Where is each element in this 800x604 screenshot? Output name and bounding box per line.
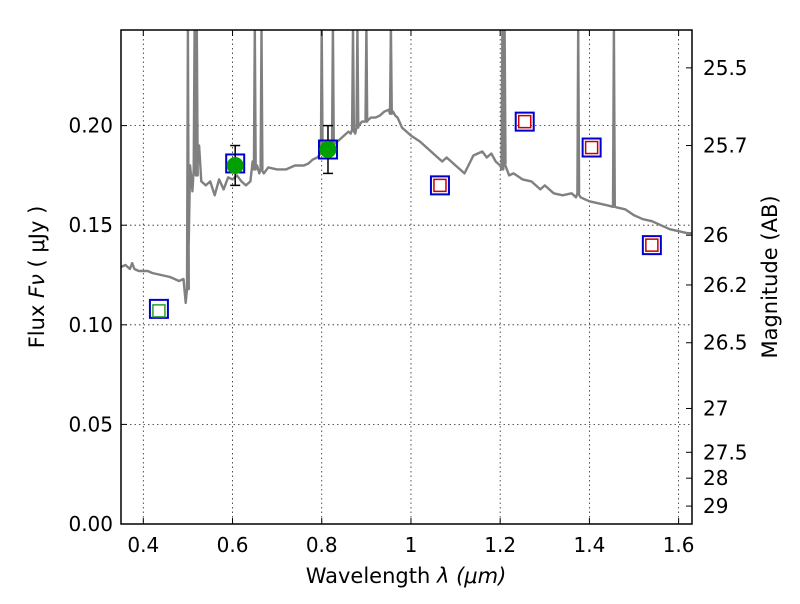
upper-limit-marker [645,238,659,252]
y-tick-label: 0.05 [68,412,113,436]
y-tick-label: 0.10 [68,313,113,337]
mag-tick-label: 26 [703,223,728,247]
y-tick-label: 0.15 [68,213,113,237]
mag-tick-label: 28 [703,466,728,490]
detection-point [319,141,337,159]
y-tick-label: 0.20 [68,114,113,138]
model-flux-box [429,175,450,196]
upper-limit-marker [152,304,166,318]
mag-tick-label: 25.5 [703,56,748,80]
detection-point [226,156,244,174]
x-tick-label: 1.2 [484,533,516,557]
grid-lines [121,30,692,525]
x-tick-label: 1.6 [663,533,695,557]
spectrum-line [121,30,692,305]
upper-limit-marker [517,114,532,129]
mag-tick-label: 26.2 [703,273,748,297]
y2-axis-title: Magnitude (AB) [758,195,782,358]
x-tick-label: 0.6 [217,533,249,557]
x-tick-label: 1.4 [573,533,605,557]
mag-tick-label: 29 [703,494,728,518]
upper-limit-marker [584,140,599,155]
y-tick-label: 0.00 [68,512,113,536]
model-flux-box [514,111,535,132]
model-spectrum [121,30,692,305]
x-tick-label: 1 [405,533,418,557]
model-flux-box [148,298,169,319]
photometry-points [148,111,662,319]
plot-frame [120,29,693,525]
mag-tick-label: 26.5 [703,331,748,355]
x-tick-label: 0.8 [306,533,338,557]
axis-ticks: 0.4 0.6 0.8 1 1.2 1.4 1.6 0.00 0.05 0.10 0.15 0.20 2… [68,30,748,557]
mag-tick-label: 27.5 [703,440,748,464]
mag-tick-label: 25.7 [703,134,748,158]
x-axis-title: Wavelength λ (μm) [306,564,507,588]
mag-tick-label: 27 [703,396,728,420]
y-axis-title: Flux Fν ( μJy ) [25,206,49,349]
upper-limit-marker [433,178,447,193]
x-tick-label: 0.4 [127,533,159,557]
model-flux-box [641,235,662,256]
model-flux-box [581,137,602,158]
